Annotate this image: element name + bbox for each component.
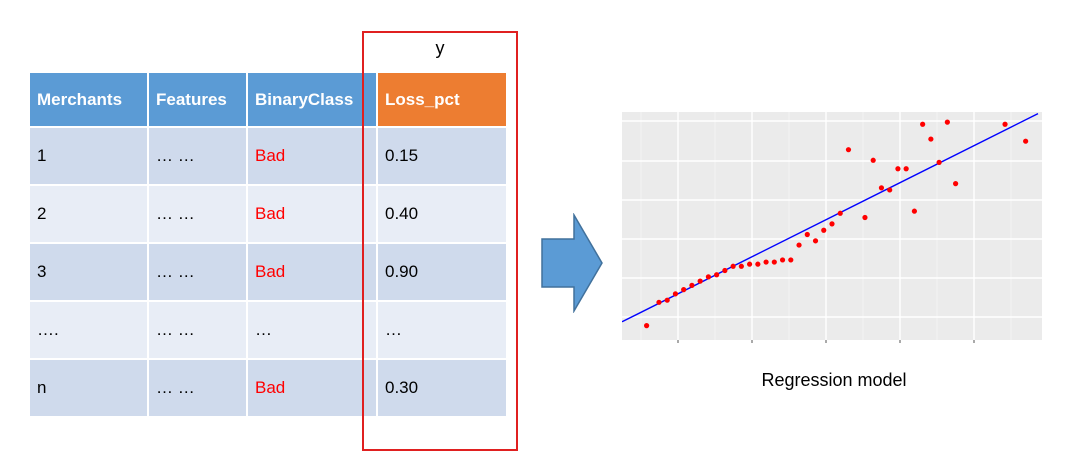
cell-merchant: n — [30, 360, 147, 416]
data-point — [1002, 121, 1008, 127]
header-features: Features — [149, 73, 246, 126]
cell-features: … … — [149, 302, 246, 358]
data-point — [763, 259, 769, 265]
data-point — [928, 136, 934, 142]
merchant-table: Merchants Features BinaryClass Loss_pct … — [28, 71, 508, 418]
data-point — [821, 227, 827, 233]
header-binaryclass: BinaryClass — [248, 73, 376, 126]
y-column-highlight — [362, 31, 518, 451]
data-point — [895, 166, 901, 172]
right-arrow-shape — [541, 213, 603, 313]
cell-features: … … — [149, 186, 246, 242]
data-point — [788, 257, 794, 263]
table-row: 2 … … Bad 0.40 — [30, 186, 506, 242]
header-loss-pct: Loss_pct — [378, 73, 506, 126]
data-point — [705, 274, 711, 280]
data-point — [747, 261, 753, 267]
data-point — [862, 214, 868, 221]
data-point — [920, 121, 926, 127]
data-point — [644, 323, 650, 329]
table-row: 1 … … Bad 0.15 — [30, 128, 506, 184]
data-point — [779, 257, 786, 263]
cell-loss-pct: 0.15 — [378, 128, 506, 184]
right-arrow-icon — [541, 213, 603, 313]
table-header-row: Merchants Features BinaryClass Loss_pct — [30, 73, 506, 126]
table-row: …. … … … … — [30, 302, 506, 358]
cell-merchant: …. — [30, 302, 147, 358]
data-point — [870, 157, 876, 163]
cell-loss-pct: 0.30 — [378, 360, 506, 416]
y-label: y — [435, 38, 445, 58]
data-point — [887, 187, 893, 193]
cell-merchant: 2 — [30, 186, 147, 242]
cell-loss-pct: 0.40 — [378, 186, 506, 242]
table-row: n … … Bad 0.30 — [30, 360, 506, 416]
data-point — [812, 238, 819, 244]
header-merchants: Merchants — [30, 73, 147, 126]
data-point — [878, 185, 885, 191]
cell-features: … … — [149, 128, 246, 184]
data-point — [672, 291, 679, 297]
regression-caption: Regression model — [761, 370, 907, 390]
data-point — [911, 208, 917, 214]
data-point — [845, 147, 852, 153]
data-point — [697, 278, 703, 284]
table-row: 3 … … Bad 0.90 — [30, 244, 506, 300]
cell-features: … … — [149, 360, 246, 416]
data-point — [1023, 138, 1029, 144]
cell-binaryclass: Bad — [248, 186, 376, 242]
regression-scatter-plot — [622, 112, 1042, 343]
data-point — [656, 299, 662, 305]
cell-binaryclass: Bad — [248, 128, 376, 184]
cell-merchant: 3 — [30, 244, 147, 300]
cell-binaryclass: … — [248, 302, 376, 358]
cell-merchant: 1 — [30, 128, 147, 184]
data-point — [936, 159, 942, 165]
data-point — [664, 297, 670, 303]
data-point — [738, 263, 744, 269]
cell-binaryclass: Bad — [248, 244, 376, 300]
data-point — [903, 166, 909, 172]
data-point — [771, 259, 777, 265]
data-point — [722, 267, 728, 274]
cell-loss-pct: 0.90 — [378, 244, 506, 300]
data-point — [837, 210, 843, 216]
cell-features: … … — [149, 244, 246, 300]
data-point — [730, 263, 736, 269]
data-point — [755, 261, 761, 267]
data-point — [953, 181, 959, 187]
data-point — [804, 231, 810, 238]
data-point — [944, 119, 950, 125]
cell-loss-pct: … — [378, 302, 506, 358]
data-point — [829, 221, 835, 227]
cell-binaryclass: Bad — [248, 360, 376, 416]
data-point — [689, 282, 695, 288]
data-point — [681, 287, 687, 293]
data-point — [796, 242, 802, 248]
data-point — [714, 272, 720, 278]
